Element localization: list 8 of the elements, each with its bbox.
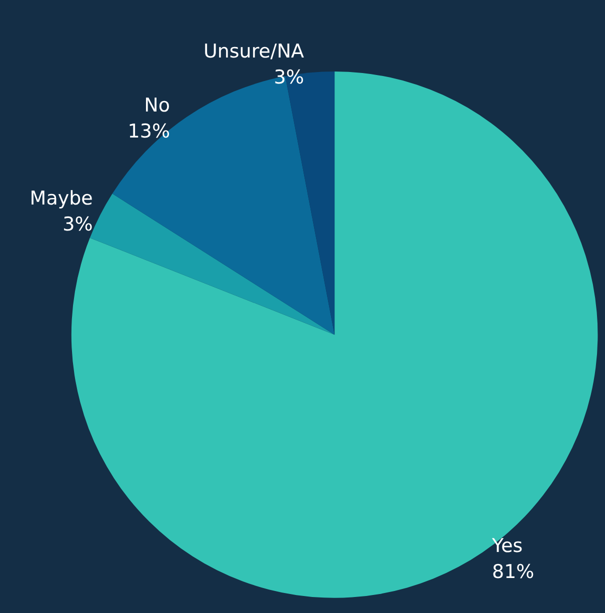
data-label: 3% (62, 214, 93, 236)
slice-label: Yes (490, 534, 523, 557)
slice-label: Maybe (30, 188, 93, 210)
slice-label: No (144, 94, 170, 117)
data-label: 3% (274, 66, 304, 89)
slice-label: Unsure/NA (203, 40, 304, 63)
data-label: 13% (128, 120, 170, 143)
data-label: 81% (492, 560, 534, 583)
